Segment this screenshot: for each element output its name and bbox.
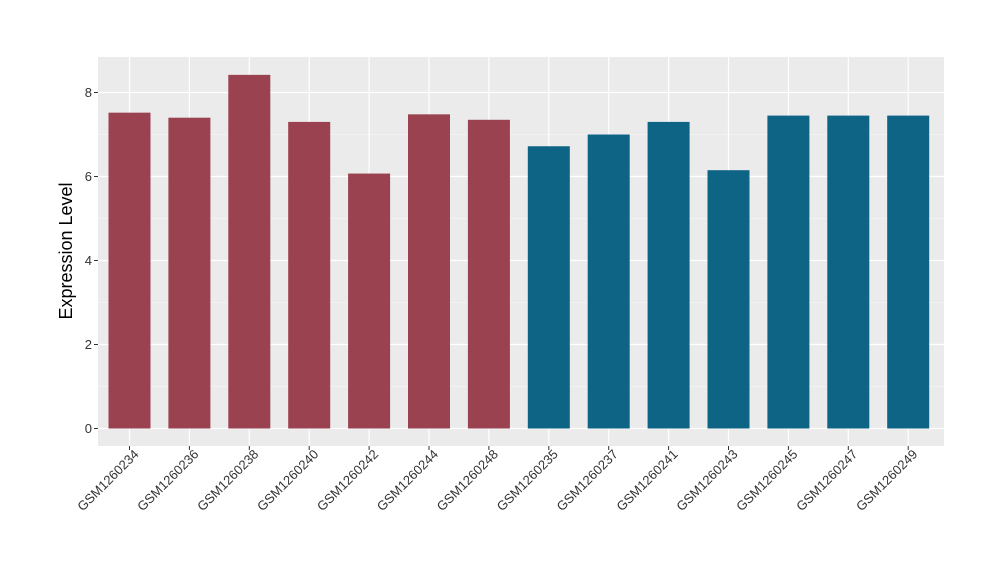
bar-GSM1260242 — [348, 173, 391, 429]
x-tick-label: GSM1260248 — [434, 447, 501, 514]
bar-GSM1260245 — [767, 115, 810, 429]
bar-GSM1260237 — [587, 134, 630, 429]
y-tick-label: 6 — [85, 169, 92, 184]
y-axis-title: Expression Level — [56, 182, 76, 319]
bar-GSM1260236 — [168, 117, 211, 429]
x-tick-label: GSM1260237 — [553, 447, 620, 514]
bar-GSM1260248 — [467, 119, 510, 429]
x-tick-label: GSM1260249 — [853, 447, 920, 514]
plot-panel — [98, 57, 944, 446]
bars — [108, 74, 930, 429]
bar-GSM1260240 — [288, 121, 331, 429]
bar-GSM1260249 — [887, 115, 930, 429]
y-tick-label: 2 — [85, 337, 92, 352]
y-axis: 0 2 4 6 8 — [85, 85, 98, 436]
x-tick-label: GSM1260243 — [673, 447, 740, 514]
x-tick-label: GSM1260242 — [314, 447, 381, 514]
bar-GSM1260241 — [647, 121, 690, 429]
x-tick-label: GSM1260235 — [494, 447, 561, 514]
bar-GSM1260247 — [827, 115, 870, 429]
bar-GSM1260244 — [408, 114, 450, 429]
x-tick-label: GSM1260244 — [374, 447, 441, 514]
bar-GSM1260235 — [527, 146, 570, 429]
x-tick-label: GSM1260234 — [74, 447, 141, 514]
y-tick-label: 4 — [85, 253, 92, 268]
x-axis: GSM1260234GSM1260236GSM1260238GSM1260240… — [74, 446, 920, 514]
x-tick-label: GSM1260247 — [793, 447, 860, 514]
x-tick-label: GSM1260236 — [134, 447, 201, 514]
bar-GSM1260238 — [228, 74, 271, 429]
x-tick-label: GSM1260240 — [254, 447, 321, 514]
x-tick-label: GSM1260245 — [733, 447, 800, 514]
y-tick-label: 8 — [85, 85, 92, 100]
y-tick-label: 0 — [85, 421, 92, 436]
bar-GSM1260234 — [108, 112, 151, 429]
x-tick-label: GSM1260241 — [613, 447, 680, 514]
bar-GSM1260243 — [707, 170, 750, 429]
x-tick-label: GSM1260238 — [194, 447, 261, 514]
